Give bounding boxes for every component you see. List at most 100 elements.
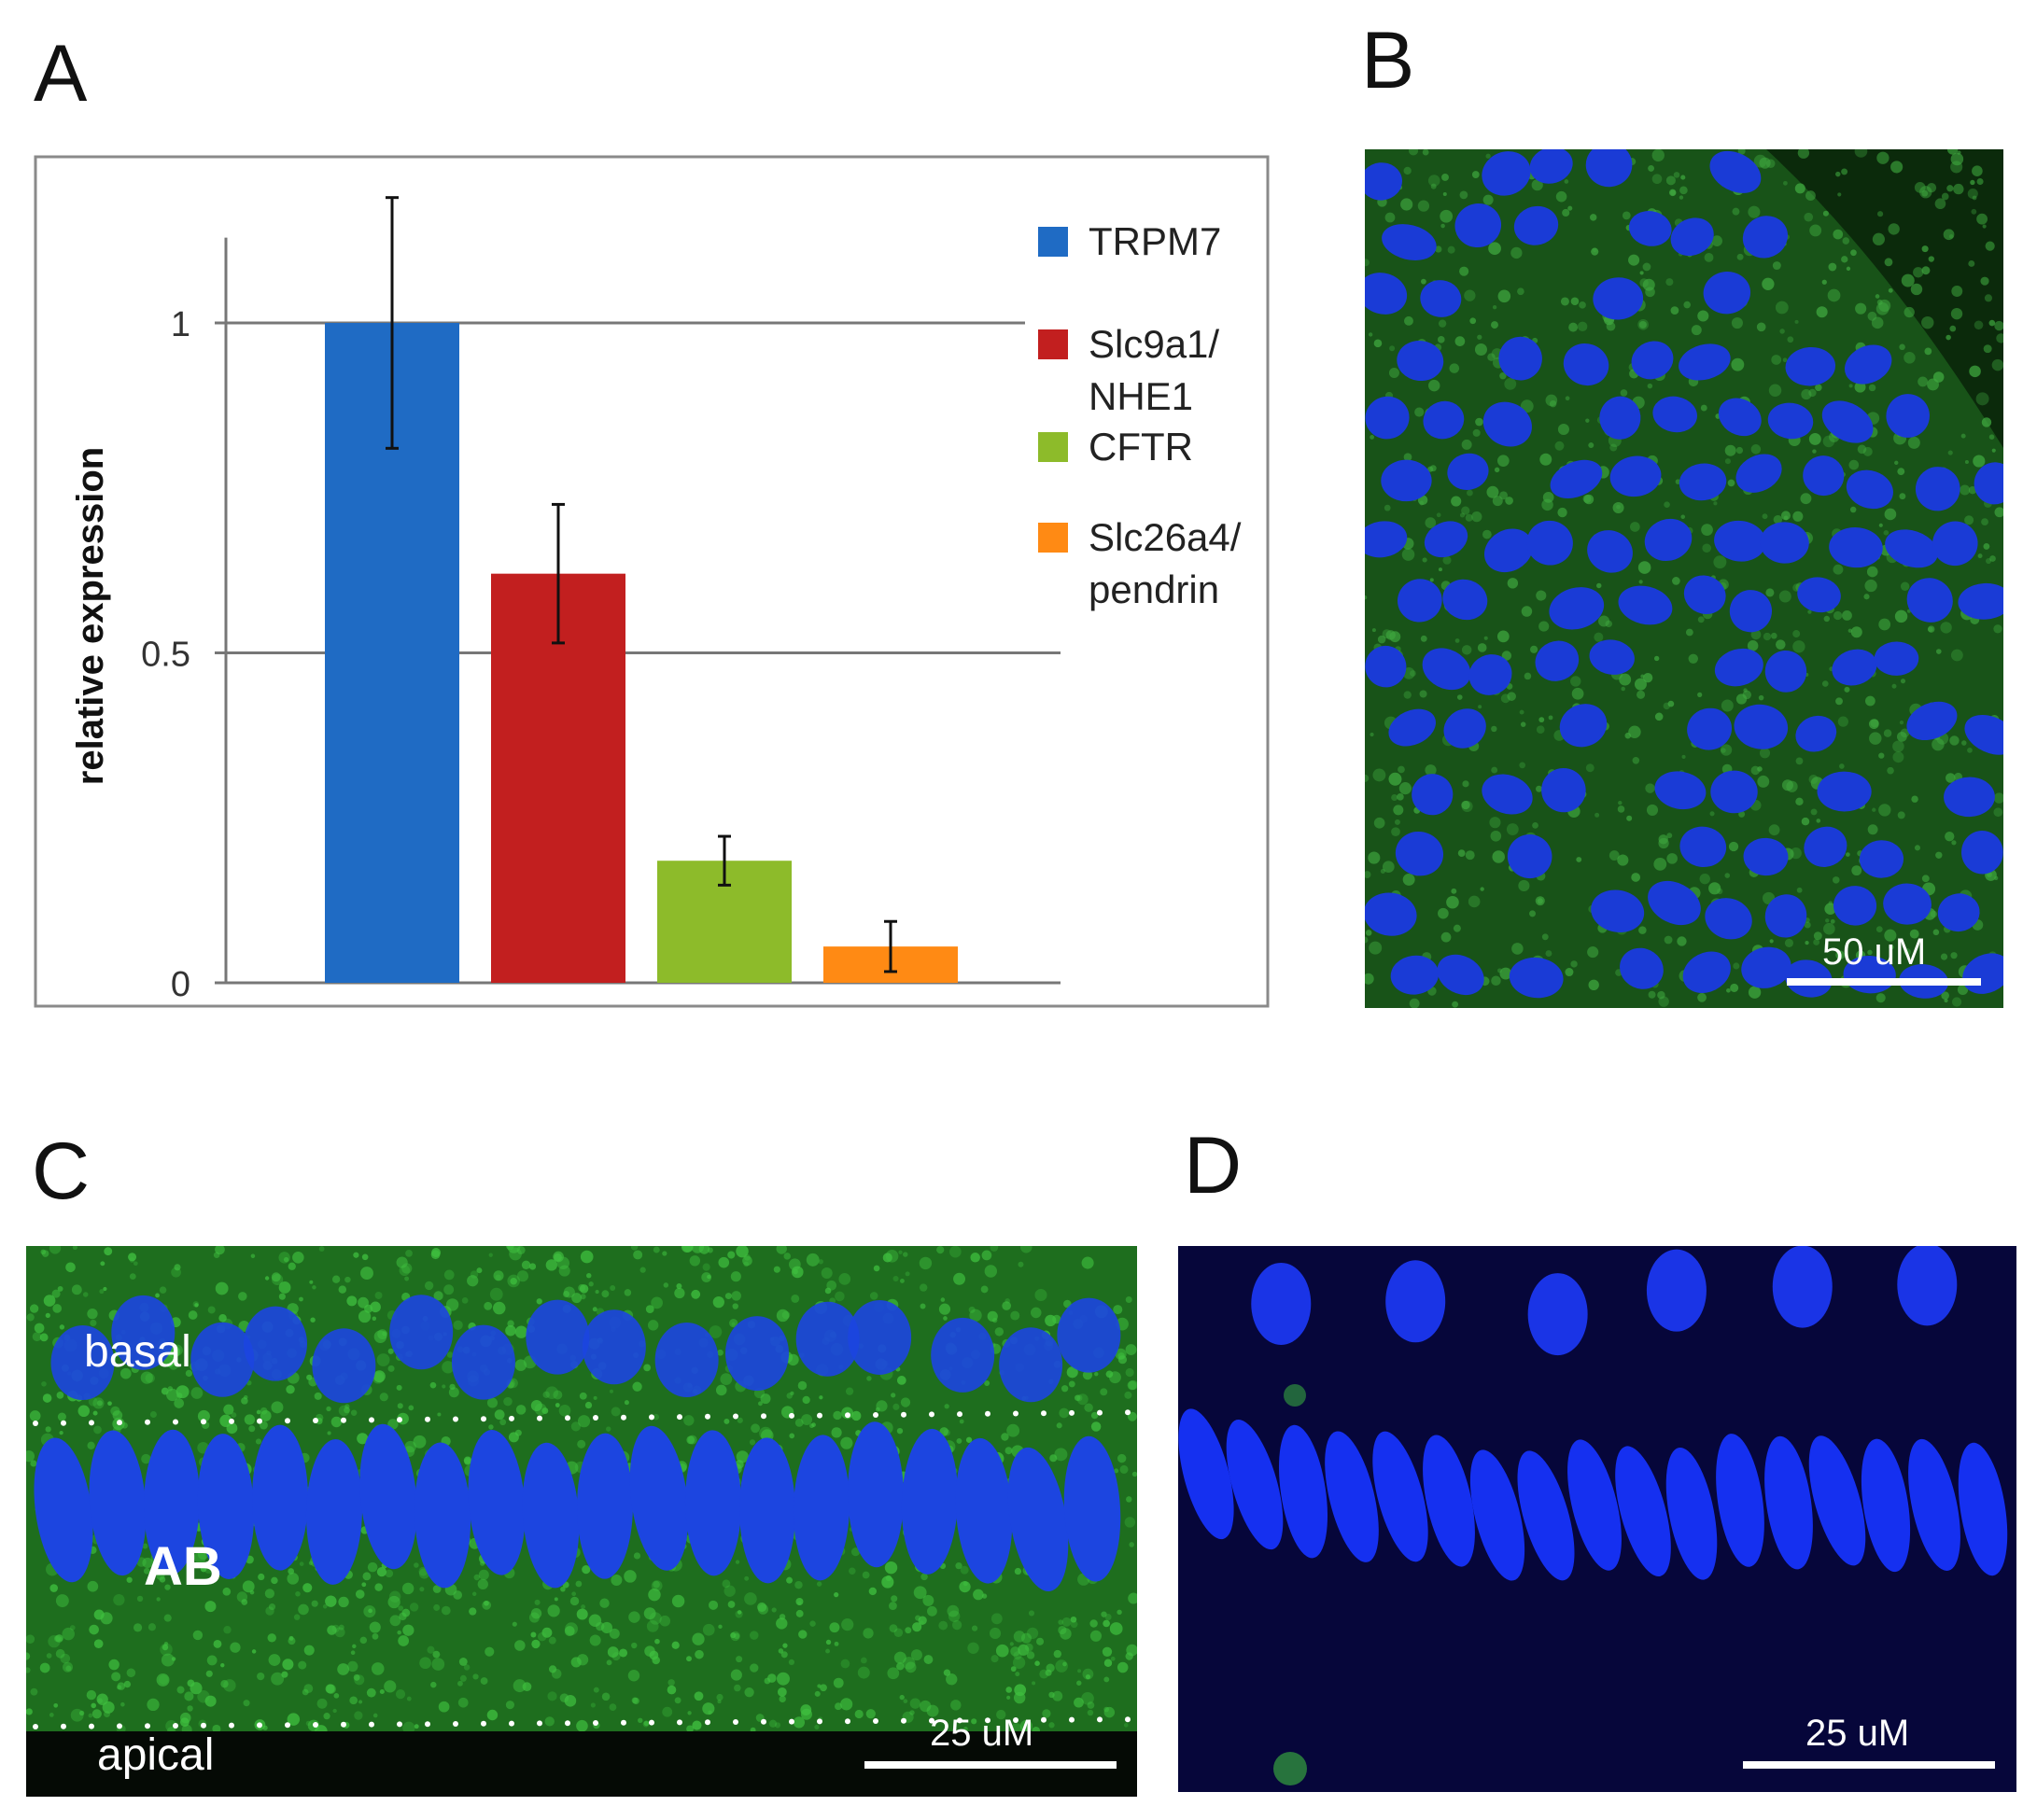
stain-speckle (1577, 321, 1588, 332)
apical-boundary-dot (677, 1719, 682, 1726)
stain-speckle (1781, 779, 1793, 791)
y-tick-label: 0 (171, 965, 190, 1004)
stain-speckle (1946, 773, 1956, 783)
stain-speckle (129, 1257, 135, 1263)
stain-speckle (65, 1665, 72, 1672)
stain-speckle (398, 1635, 410, 1646)
stain-speckle (610, 1285, 616, 1291)
scale-bar-c (864, 1761, 1117, 1769)
stain-speckle (1911, 795, 1918, 803)
stain-speckle (695, 1649, 704, 1659)
stain-speckle (1555, 190, 1567, 203)
stain-speckle (1085, 1674, 1091, 1680)
stain-speckle (1461, 506, 1470, 515)
stain-speckle (90, 1319, 97, 1327)
stain-speckle (316, 1698, 328, 1709)
stain-speckle (990, 1246, 999, 1252)
stain-speckle (1549, 399, 1557, 408)
stain-speckle (1779, 329, 1785, 334)
apical-boundary-dot (957, 1717, 962, 1724)
stain-speckle (820, 1684, 827, 1692)
ab-nucleus (522, 1442, 580, 1589)
stain-speckle (188, 1310, 198, 1320)
stain-speckle (1117, 1661, 1129, 1673)
stain-speckle (1082, 1370, 1093, 1380)
ab-nucleus (1861, 1438, 1911, 1573)
stain-speckle (722, 1579, 731, 1589)
stain-speckle (159, 1286, 167, 1294)
apical-boundary-dot (985, 1717, 990, 1724)
nucleus (1817, 771, 1872, 812)
stain-speckle (448, 1387, 459, 1398)
nucleus (1365, 162, 1402, 201)
stain-speckle (39, 1333, 49, 1342)
stain-speckle (1440, 931, 1452, 943)
stain-speckle (1394, 819, 1400, 825)
legend-label: CFTR (1089, 425, 1193, 469)
stain-speckle (1780, 511, 1791, 521)
stain-speckle (45, 1426, 51, 1433)
stain-speckle (1711, 235, 1722, 246)
stain-speckle (1732, 207, 1740, 216)
stain-speckle (570, 1421, 582, 1432)
stain-speckle (1816, 819, 1821, 823)
stain-speckle (548, 1665, 557, 1673)
stain-speckle (1006, 1695, 1011, 1700)
stain-speckle (271, 1576, 278, 1585)
basal-boundary-dot (621, 1414, 626, 1421)
stain-speckle (834, 1592, 839, 1598)
stain-speckle (1034, 1660, 1040, 1666)
stain-speckle (471, 1591, 477, 1596)
stain-speckle (145, 1373, 155, 1383)
stain-speckle (750, 1663, 759, 1673)
stain-speckle (1914, 845, 1921, 851)
ab-nucleus (1469, 1449, 1525, 1581)
stain-speckle (1648, 164, 1655, 172)
stain-speckle (495, 1274, 501, 1281)
stain-speckle (338, 1596, 349, 1608)
stain-speckle (271, 1401, 284, 1414)
nucleus (1628, 211, 1672, 246)
stain-speckle (1052, 1690, 1063, 1701)
stain-speckle (55, 1634, 63, 1643)
basal-nucleus (654, 1323, 719, 1398)
stain-speckle (385, 1569, 394, 1578)
stain-speckle (1816, 306, 1828, 318)
nucleus (1915, 467, 1960, 511)
apical-boundary-dot (1069, 1716, 1075, 1723)
apical-boundary-dot (761, 1718, 766, 1725)
stain-speckle (283, 1256, 289, 1263)
stain-speckle (1461, 800, 1473, 813)
stain-speckle (730, 1669, 742, 1681)
stain-speckle (1642, 278, 1655, 291)
stain-speckle (542, 1391, 550, 1398)
stain-speckle (1403, 166, 1412, 175)
stain-speckle (652, 1656, 660, 1665)
basal-boundary-dot (257, 1418, 262, 1424)
stain-speckle (1699, 873, 1710, 885)
scale-label-d: 25 uM (1805, 1713, 1910, 1754)
basal-nucleus (931, 1317, 995, 1393)
stain-speckle (1123, 1723, 1129, 1728)
stain-speckle (1805, 190, 1816, 201)
basal-boundary-dot (89, 1420, 94, 1426)
apical-boundary-dot (201, 1722, 206, 1729)
stain-speckle (788, 1659, 795, 1666)
stain-speckle (558, 1265, 570, 1277)
y-axis-label: relative expression (70, 447, 111, 785)
stain-speckle (398, 1605, 404, 1611)
stain-speckle (1833, 610, 1843, 621)
stain-speckle (87, 1580, 99, 1592)
nucleus (1482, 401, 1532, 447)
stain-speckle (956, 1438, 962, 1444)
stain-speckle (1001, 1433, 1009, 1441)
stain-speckle (576, 1654, 589, 1666)
stain-speckle (955, 1561, 962, 1570)
stain-speckle (630, 1246, 639, 1251)
stain-speckle (606, 1426, 611, 1432)
nucleus (1609, 455, 1662, 497)
stain-speckle (1988, 434, 1995, 441)
stain-speckle (92, 1410, 98, 1416)
nucleus (1679, 826, 1727, 868)
stain-speckle (401, 1263, 413, 1274)
